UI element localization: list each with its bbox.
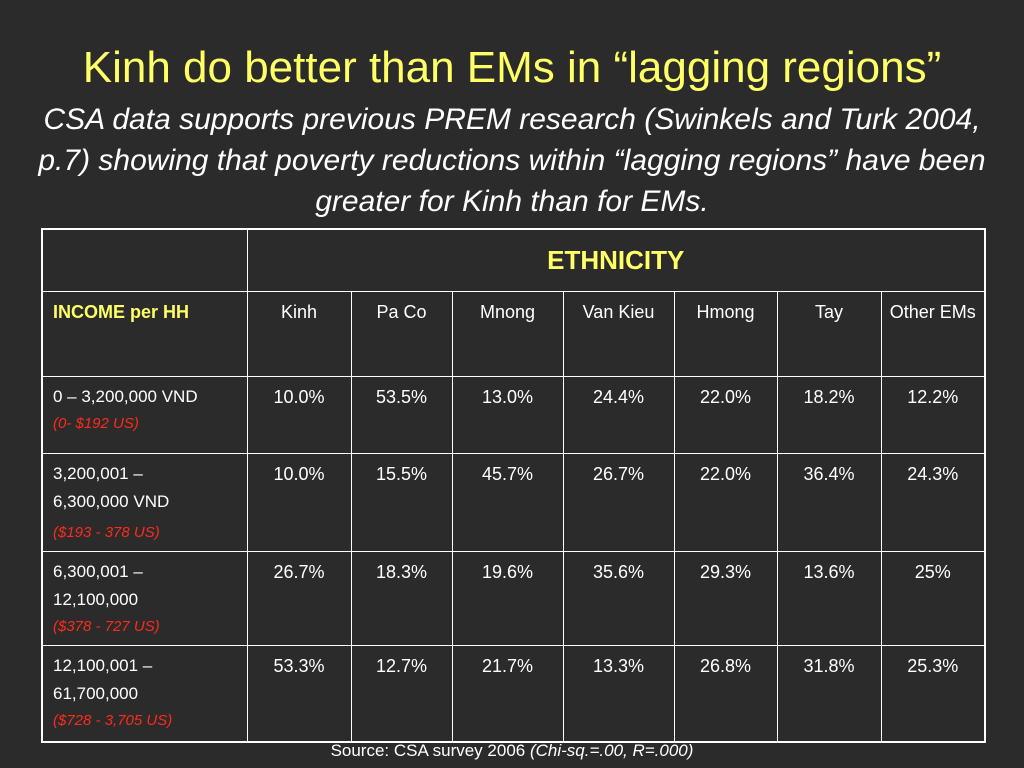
percent-cell: 29.3% [673, 550, 778, 646]
percent-cell: 25% [880, 550, 986, 646]
column-header: Kinh [246, 290, 352, 377]
income-range-text: 0 – 3,200,000 VND [53, 386, 198, 406]
percent-cell: 10.0% [246, 452, 352, 552]
slide-subtitle: CSA data supports previous PREM research… [38, 103, 986, 218]
percent-cell: 12.2% [880, 375, 986, 454]
income-range-text: 12,100,001 – [53, 655, 153, 675]
column-header: Pa Co [350, 290, 453, 377]
slide-title: Kinh do better than EMs in “lagging regi… [82, 43, 942, 92]
income-ethnicity-table: ETHNICITY INCOME per HH Kinh Pa Co Mnong Va… [41, 228, 987, 743]
income-bracket-label: 3,200,001 – 6,300,000 VND ($193 - 378 US) [41, 452, 248, 552]
income-range-text: 6,300,001 – [53, 561, 143, 581]
percent-cell: 13.3% [562, 644, 675, 743]
percent-cell: 36.4% [776, 452, 882, 552]
percent-cell: 21.7% [451, 644, 564, 743]
table-row: 0 – 3,200,000 VND (0- $192 US) 10.0% 53.5% 1… [41, 375, 986, 454]
percent-cell: 53.3% [246, 644, 352, 743]
column-header-row: INCOME per HH Kinh Pa Co Mnong Van Kieu Hmon… [41, 290, 986, 377]
percent-cell: 12.7% [350, 644, 453, 743]
group-header-row: ETHNICITY [41, 228, 986, 292]
percent-cell: 10.0% [246, 375, 352, 454]
column-header: Tay [776, 290, 882, 377]
income-range-text: 6,300,000 VND [53, 491, 170, 511]
table-row: 6,300,001 – 12,100,000 ($378 - 727 US) 26.7… [41, 550, 986, 646]
percent-cell: 24.4% [562, 375, 675, 454]
column-header: Mnong [451, 290, 564, 377]
usd-range-text: ($728 - 3,705 US) [53, 711, 173, 729]
income-range-text: 61,700,000 [53, 683, 139, 703]
percent-cell: 15.5% [350, 452, 453, 552]
percent-cell: 53.5% [350, 375, 453, 454]
column-header: Other EMs [880, 290, 986, 377]
income-bracket-label: 12,100,001 – 61,700,000 ($728 - 3,705 US) [41, 644, 248, 743]
source-note: Source: CSA survey 2006 (Chi-sq.=.00, R=… [0, 740, 1024, 762]
percent-cell: 22.0% [673, 452, 778, 552]
income-bracket-label: 0 – 3,200,000 VND (0- $192 US) [41, 375, 248, 454]
percent-cell: 45.7% [451, 452, 564, 552]
percent-cell: 13.0% [451, 375, 564, 454]
percent-cell: 35.6% [562, 550, 675, 646]
usd-range-text: ($193 - 378 US) [53, 523, 160, 541]
percent-cell: 19.6% [451, 550, 564, 646]
percent-cell: 13.6% [776, 550, 882, 646]
percent-cell: 26.7% [562, 452, 675, 552]
percent-cell: 26.7% [246, 550, 352, 646]
table-body: 0 – 3,200,000 VND (0- $192 US) 10.0% 53.5% 1… [41, 375, 986, 743]
percent-cell: 18.3% [350, 550, 453, 646]
percent-cell: 26.8% [673, 644, 778, 743]
income-range-text: 12,100,000 [53, 589, 139, 609]
source-stats: (Chi-sq.=.00, R=.000) [529, 741, 694, 760]
percent-cell: 31.8% [776, 644, 882, 743]
corner-cell [41, 228, 248, 292]
column-header: Van Kieu [562, 290, 675, 377]
percent-cell: 25.3% [880, 644, 986, 743]
usd-range-text: (0- $192 US) [53, 414, 139, 432]
source-text: Source: CSA survey 2006 [330, 741, 530, 760]
usd-range-text: ($378 - 727 US) [53, 617, 160, 635]
income-header: INCOME per HH [41, 290, 248, 377]
column-header: Hmong [673, 290, 778, 377]
percent-cell: 18.2% [776, 375, 882, 454]
percent-cell: 24.3% [880, 452, 986, 552]
table-row: 12,100,001 – 61,700,000 ($728 - 3,705 US) 5… [41, 644, 986, 743]
table-row: 3,200,001 – 6,300,000 VND ($193 - 378 US)… [41, 452, 986, 552]
income-range-text: 3,200,001 – [53, 463, 143, 483]
income-bracket-label: 6,300,001 – 12,100,000 ($378 - 727 US) [41, 550, 248, 646]
ethnicity-header: ETHNICITY [246, 228, 986, 292]
percent-cell: 22.0% [673, 375, 778, 454]
